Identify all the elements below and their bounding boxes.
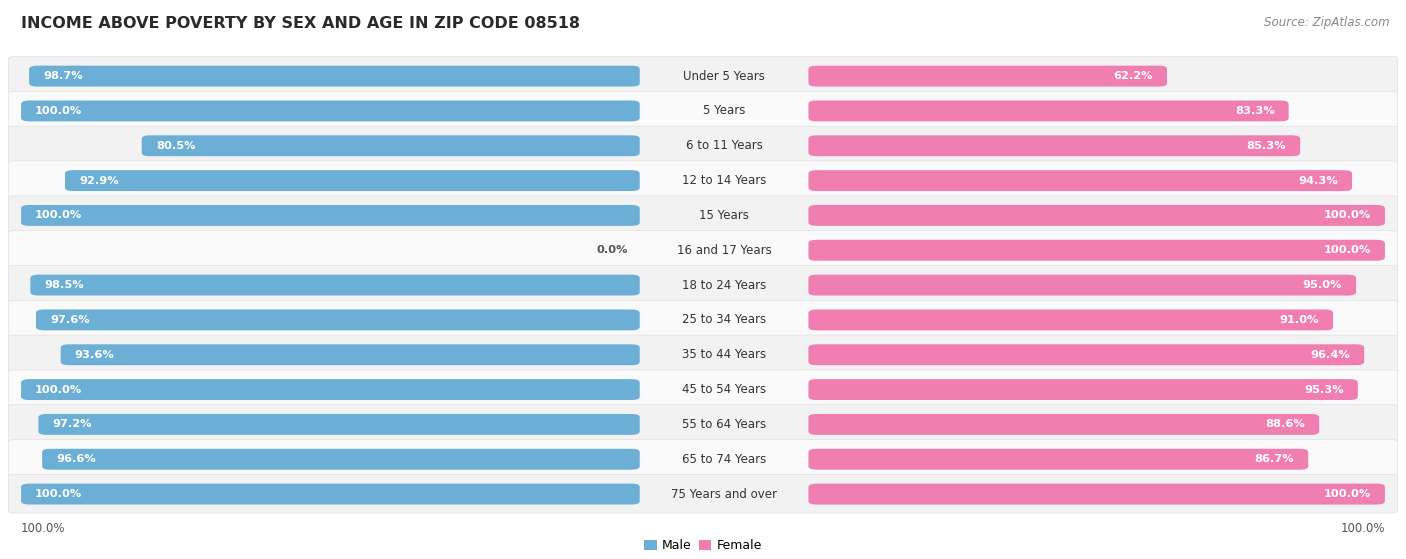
- Text: Under 5 Years: Under 5 Years: [683, 70, 765, 83]
- FancyBboxPatch shape: [8, 56, 1398, 95]
- Text: 18 to 24 Years: 18 to 24 Years: [682, 278, 766, 292]
- FancyBboxPatch shape: [808, 344, 1364, 365]
- FancyBboxPatch shape: [21, 101, 640, 121]
- FancyBboxPatch shape: [8, 231, 1398, 269]
- Text: 5 Years: 5 Years: [703, 105, 745, 117]
- Text: 86.7%: 86.7%: [1254, 454, 1294, 464]
- FancyBboxPatch shape: [65, 170, 640, 191]
- Text: INCOME ABOVE POVERTY BY SEX AND AGE IN ZIP CODE 08518: INCOME ABOVE POVERTY BY SEX AND AGE IN Z…: [21, 16, 581, 31]
- Text: 95.0%: 95.0%: [1302, 280, 1341, 290]
- FancyBboxPatch shape: [808, 205, 1385, 226]
- FancyBboxPatch shape: [808, 135, 1301, 156]
- Text: 85.3%: 85.3%: [1247, 141, 1286, 151]
- Text: 15 Years: 15 Years: [699, 209, 749, 222]
- Text: 98.5%: 98.5%: [45, 280, 84, 290]
- FancyBboxPatch shape: [60, 344, 640, 365]
- Text: 55 to 64 Years: 55 to 64 Years: [682, 418, 766, 431]
- FancyBboxPatch shape: [21, 205, 640, 226]
- Text: 88.6%: 88.6%: [1265, 419, 1305, 429]
- FancyBboxPatch shape: [8, 370, 1398, 409]
- Text: Source: ZipAtlas.com: Source: ZipAtlas.com: [1264, 16, 1389, 29]
- Text: 96.4%: 96.4%: [1310, 350, 1350, 360]
- FancyBboxPatch shape: [21, 484, 640, 505]
- FancyBboxPatch shape: [31, 274, 640, 296]
- FancyBboxPatch shape: [808, 65, 1167, 87]
- Text: 91.0%: 91.0%: [1279, 315, 1319, 325]
- FancyBboxPatch shape: [30, 65, 640, 87]
- Text: 62.2%: 62.2%: [1114, 71, 1153, 81]
- Text: 100.0%: 100.0%: [35, 385, 83, 395]
- FancyBboxPatch shape: [8, 300, 1398, 339]
- FancyBboxPatch shape: [8, 439, 1398, 478]
- Text: 83.3%: 83.3%: [1234, 106, 1275, 116]
- FancyBboxPatch shape: [8, 405, 1398, 443]
- FancyBboxPatch shape: [8, 266, 1398, 304]
- FancyBboxPatch shape: [808, 101, 1289, 121]
- Text: 97.6%: 97.6%: [51, 315, 90, 325]
- FancyBboxPatch shape: [808, 240, 1385, 260]
- Text: 94.3%: 94.3%: [1298, 176, 1339, 186]
- Text: 16 and 17 Years: 16 and 17 Years: [676, 244, 772, 257]
- Text: 100.0%: 100.0%: [1323, 489, 1371, 499]
- Text: 100.0%: 100.0%: [35, 106, 83, 116]
- Text: 93.6%: 93.6%: [75, 350, 114, 360]
- FancyBboxPatch shape: [21, 379, 640, 400]
- Text: 100.0%: 100.0%: [35, 489, 83, 499]
- Text: 35 to 44 Years: 35 to 44 Years: [682, 348, 766, 361]
- FancyBboxPatch shape: [42, 449, 640, 470]
- FancyBboxPatch shape: [808, 484, 1385, 505]
- FancyBboxPatch shape: [8, 196, 1398, 234]
- Text: 98.7%: 98.7%: [44, 71, 83, 81]
- FancyBboxPatch shape: [808, 414, 1319, 435]
- Text: 0.0%: 0.0%: [598, 245, 628, 255]
- Text: 96.6%: 96.6%: [56, 454, 96, 464]
- Text: 97.2%: 97.2%: [52, 419, 91, 429]
- Text: 92.9%: 92.9%: [79, 176, 118, 186]
- FancyBboxPatch shape: [808, 274, 1355, 296]
- Text: 100.0%: 100.0%: [1323, 245, 1371, 255]
- Text: 100.0%: 100.0%: [1340, 522, 1385, 534]
- Text: 6 to 11 Years: 6 to 11 Years: [686, 139, 762, 152]
- FancyBboxPatch shape: [37, 310, 640, 330]
- Text: 12 to 14 Years: 12 to 14 Years: [682, 174, 766, 187]
- FancyBboxPatch shape: [808, 310, 1333, 330]
- Text: 65 to 74 Years: 65 to 74 Years: [682, 453, 766, 466]
- Text: 100.0%: 100.0%: [1323, 210, 1371, 220]
- Text: 45 to 54 Years: 45 to 54 Years: [682, 383, 766, 396]
- FancyBboxPatch shape: [8, 475, 1398, 513]
- FancyBboxPatch shape: [808, 449, 1308, 470]
- Text: 75 Years and over: 75 Years and over: [671, 487, 778, 500]
- FancyBboxPatch shape: [8, 126, 1398, 165]
- FancyBboxPatch shape: [808, 170, 1353, 191]
- FancyBboxPatch shape: [38, 414, 640, 435]
- FancyBboxPatch shape: [808, 379, 1358, 400]
- Legend: Male, Female: Male, Female: [644, 539, 762, 552]
- FancyBboxPatch shape: [8, 161, 1398, 200]
- Text: 100.0%: 100.0%: [21, 522, 66, 534]
- Text: 80.5%: 80.5%: [156, 141, 195, 151]
- Text: 95.3%: 95.3%: [1305, 385, 1344, 395]
- Text: 100.0%: 100.0%: [35, 210, 83, 220]
- FancyBboxPatch shape: [142, 135, 640, 156]
- FancyBboxPatch shape: [8, 91, 1398, 130]
- FancyBboxPatch shape: [8, 335, 1398, 374]
- Text: 25 to 34 Years: 25 to 34 Years: [682, 314, 766, 326]
